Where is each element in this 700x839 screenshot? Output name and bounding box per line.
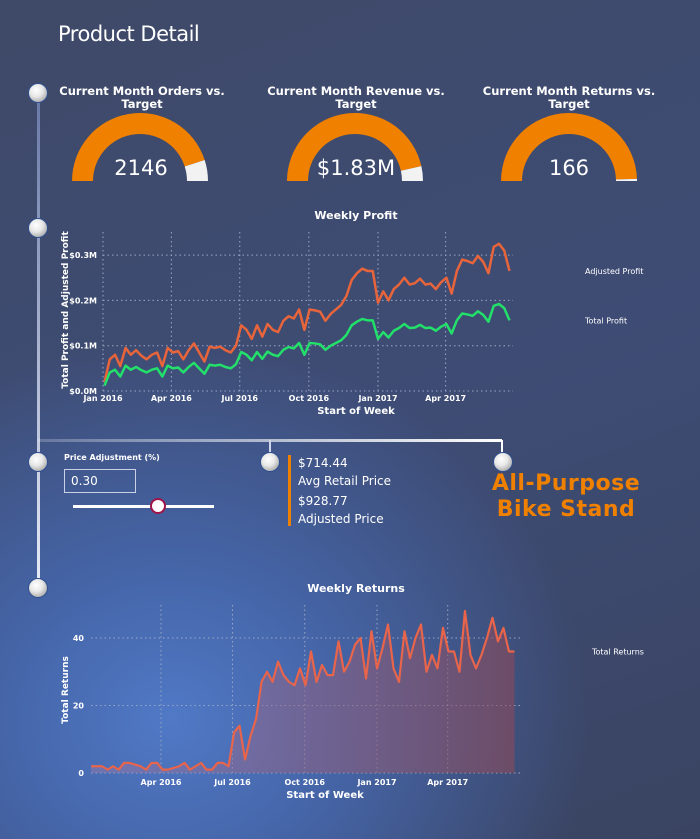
x-tick-label: Oct 2016 (289, 394, 330, 403)
timeline-node (493, 452, 513, 472)
chart-title: Weekly Returns (307, 582, 405, 595)
y-tick-label: 20 (73, 702, 85, 711)
gauge-orders-value: 2146 (114, 156, 168, 180)
x-tick-label: Jan 2017 (356, 778, 396, 787)
series-label: Total Profit (584, 316, 627, 325)
y-tick-label: $0.3M (69, 251, 97, 260)
x-tick-label: Jul 2016 (221, 394, 259, 403)
gauge-revenue-title: Current Month Revenue vs. Target (267, 84, 445, 111)
timeline-vertical-line (37, 100, 40, 588)
x-tick-label: Oct 2016 (285, 778, 326, 787)
x-axis-label: Start of Week (317, 406, 395, 417)
price-adjustment-input[interactable]: 0.30 (64, 469, 136, 493)
x-tick-label: Apr 2016 (151, 394, 192, 403)
returns-area (91, 611, 515, 773)
price-adjustment-slider[interactable] (73, 498, 214, 514)
gauges-svg (72, 112, 637, 181)
y-tick-label: 0 (78, 769, 84, 778)
weekly-profit-chart: Weekly Profit Total Profit and Adjusted … (61, 209, 643, 417)
price-adjustment-label: Price Adjustment (%) (64, 453, 160, 462)
gauge-remaining-arc (184, 159, 208, 181)
gauge-value-arc (501, 113, 637, 181)
gauge-orders (72, 113, 208, 181)
avg-retail-price-label: Avg Retail Price (298, 474, 392, 488)
series-label: Adjusted Profit (585, 267, 643, 276)
series-line-adjusted-profit (103, 242, 511, 383)
timeline-node (28, 578, 48, 598)
y-axis-label: Total Profit and Adjusted Profit (61, 231, 71, 389)
x-tick-label: Jan 2017 (357, 394, 397, 403)
product-name: All-Purpose Bike Stand (476, 471, 656, 523)
x-tick-label: Apr 2016 (141, 778, 182, 787)
page-title: Product Detail (58, 22, 200, 46)
series-line-total-returns (91, 609, 515, 771)
y-tick-label: $0.0M (69, 387, 97, 396)
timeline-node (260, 452, 280, 472)
series-label: Total Returns (591, 648, 644, 657)
gauge-returns-value: 166 (548, 156, 590, 180)
timeline-connector (501, 440, 503, 454)
gauge-remaining-arc (400, 166, 423, 181)
x-axis-label: Start of Week (286, 790, 364, 801)
timeline-connector (269, 440, 271, 454)
y-tick-label: 40 (73, 634, 85, 643)
gauge-value-arc (72, 113, 205, 181)
y-tick-label: $0.1M (69, 342, 97, 351)
gauge-revenue-value: $1.83M (316, 156, 396, 180)
gauge-revenue (286, 112, 423, 181)
chart-title: Weekly Profit (314, 209, 397, 222)
slider-handle[interactable] (149, 498, 166, 514)
adjusted-price-value: $928.77 (298, 494, 348, 508)
gauge-orders-title: Current Month Orders vs. Target (59, 84, 225, 111)
gauge-remaining-arc (615, 178, 637, 181)
timeline-node (28, 83, 48, 103)
product-name-line2: Bike Stand (496, 497, 636, 522)
y-axis-label: Total Returns (61, 656, 71, 724)
x-tick-label: Apr 2017 (425, 394, 466, 403)
x-tick-label: Apr 2017 (427, 778, 468, 787)
series-line-total-profit (103, 302, 511, 387)
weekly-returns-chart: Weekly Returns Total Returns Start of We… (61, 582, 644, 801)
kpi-accent-bar (288, 455, 291, 526)
gauge-returns (501, 113, 637, 181)
gauge-returns-title: Current Month Returns vs. Target (482, 84, 656, 111)
timeline-node (28, 218, 48, 238)
timeline-node (28, 452, 48, 472)
gauge-value-arc (286, 112, 422, 181)
product-name-line1: All-Purpose (491, 471, 641, 496)
x-tick-label: Jul 2016 (213, 778, 251, 787)
x-tick-label: Jan 2016 (82, 394, 123, 403)
y-tick-label: $0.2M (69, 296, 97, 305)
avg-retail-price-value: $714.44 (298, 456, 348, 470)
adjusted-price-label: Adjusted Price (298, 512, 384, 526)
